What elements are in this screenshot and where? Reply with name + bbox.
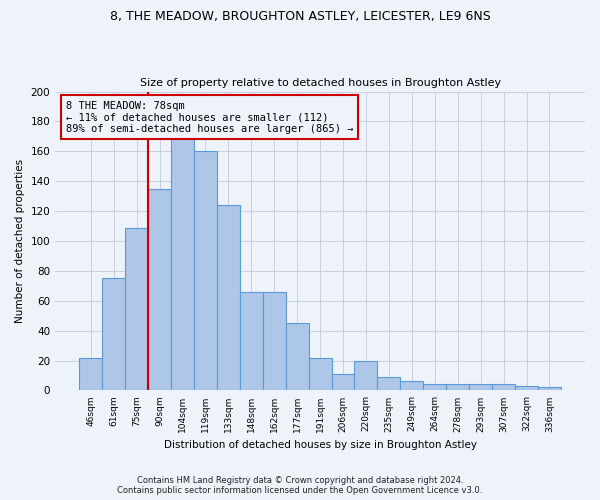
Bar: [148, 188, 171, 390]
Bar: [308, 358, 332, 390]
Bar: [79, 358, 102, 390]
Y-axis label: Number of detached properties: Number of detached properties: [15, 159, 25, 323]
Bar: [286, 323, 308, 390]
Bar: [538, 388, 561, 390]
Bar: [492, 384, 515, 390]
Bar: [355, 360, 377, 390]
Bar: [515, 386, 538, 390]
Title: Size of property relative to detached houses in Broughton Astley: Size of property relative to detached ho…: [140, 78, 500, 88]
Bar: [469, 384, 492, 390]
Bar: [102, 278, 125, 390]
X-axis label: Distribution of detached houses by size in Broughton Astley: Distribution of detached houses by size …: [164, 440, 476, 450]
Text: 8, THE MEADOW, BROUGHTON ASTLEY, LEICESTER, LE9 6NS: 8, THE MEADOW, BROUGHTON ASTLEY, LEICEST…: [110, 10, 490, 23]
Bar: [194, 152, 217, 390]
Bar: [423, 384, 446, 390]
Bar: [446, 384, 469, 390]
Text: 8 THE MEADOW: 78sqm
← 11% of detached houses are smaller (112)
89% of semi-detac: 8 THE MEADOW: 78sqm ← 11% of detached ho…: [66, 100, 353, 134]
Bar: [400, 382, 423, 390]
Bar: [171, 136, 194, 390]
Bar: [217, 205, 240, 390]
Bar: [125, 228, 148, 390]
Text: Contains HM Land Registry data © Crown copyright and database right 2024.
Contai: Contains HM Land Registry data © Crown c…: [118, 476, 482, 495]
Bar: [240, 292, 263, 390]
Bar: [263, 292, 286, 390]
Bar: [332, 374, 355, 390]
Bar: [377, 377, 400, 390]
